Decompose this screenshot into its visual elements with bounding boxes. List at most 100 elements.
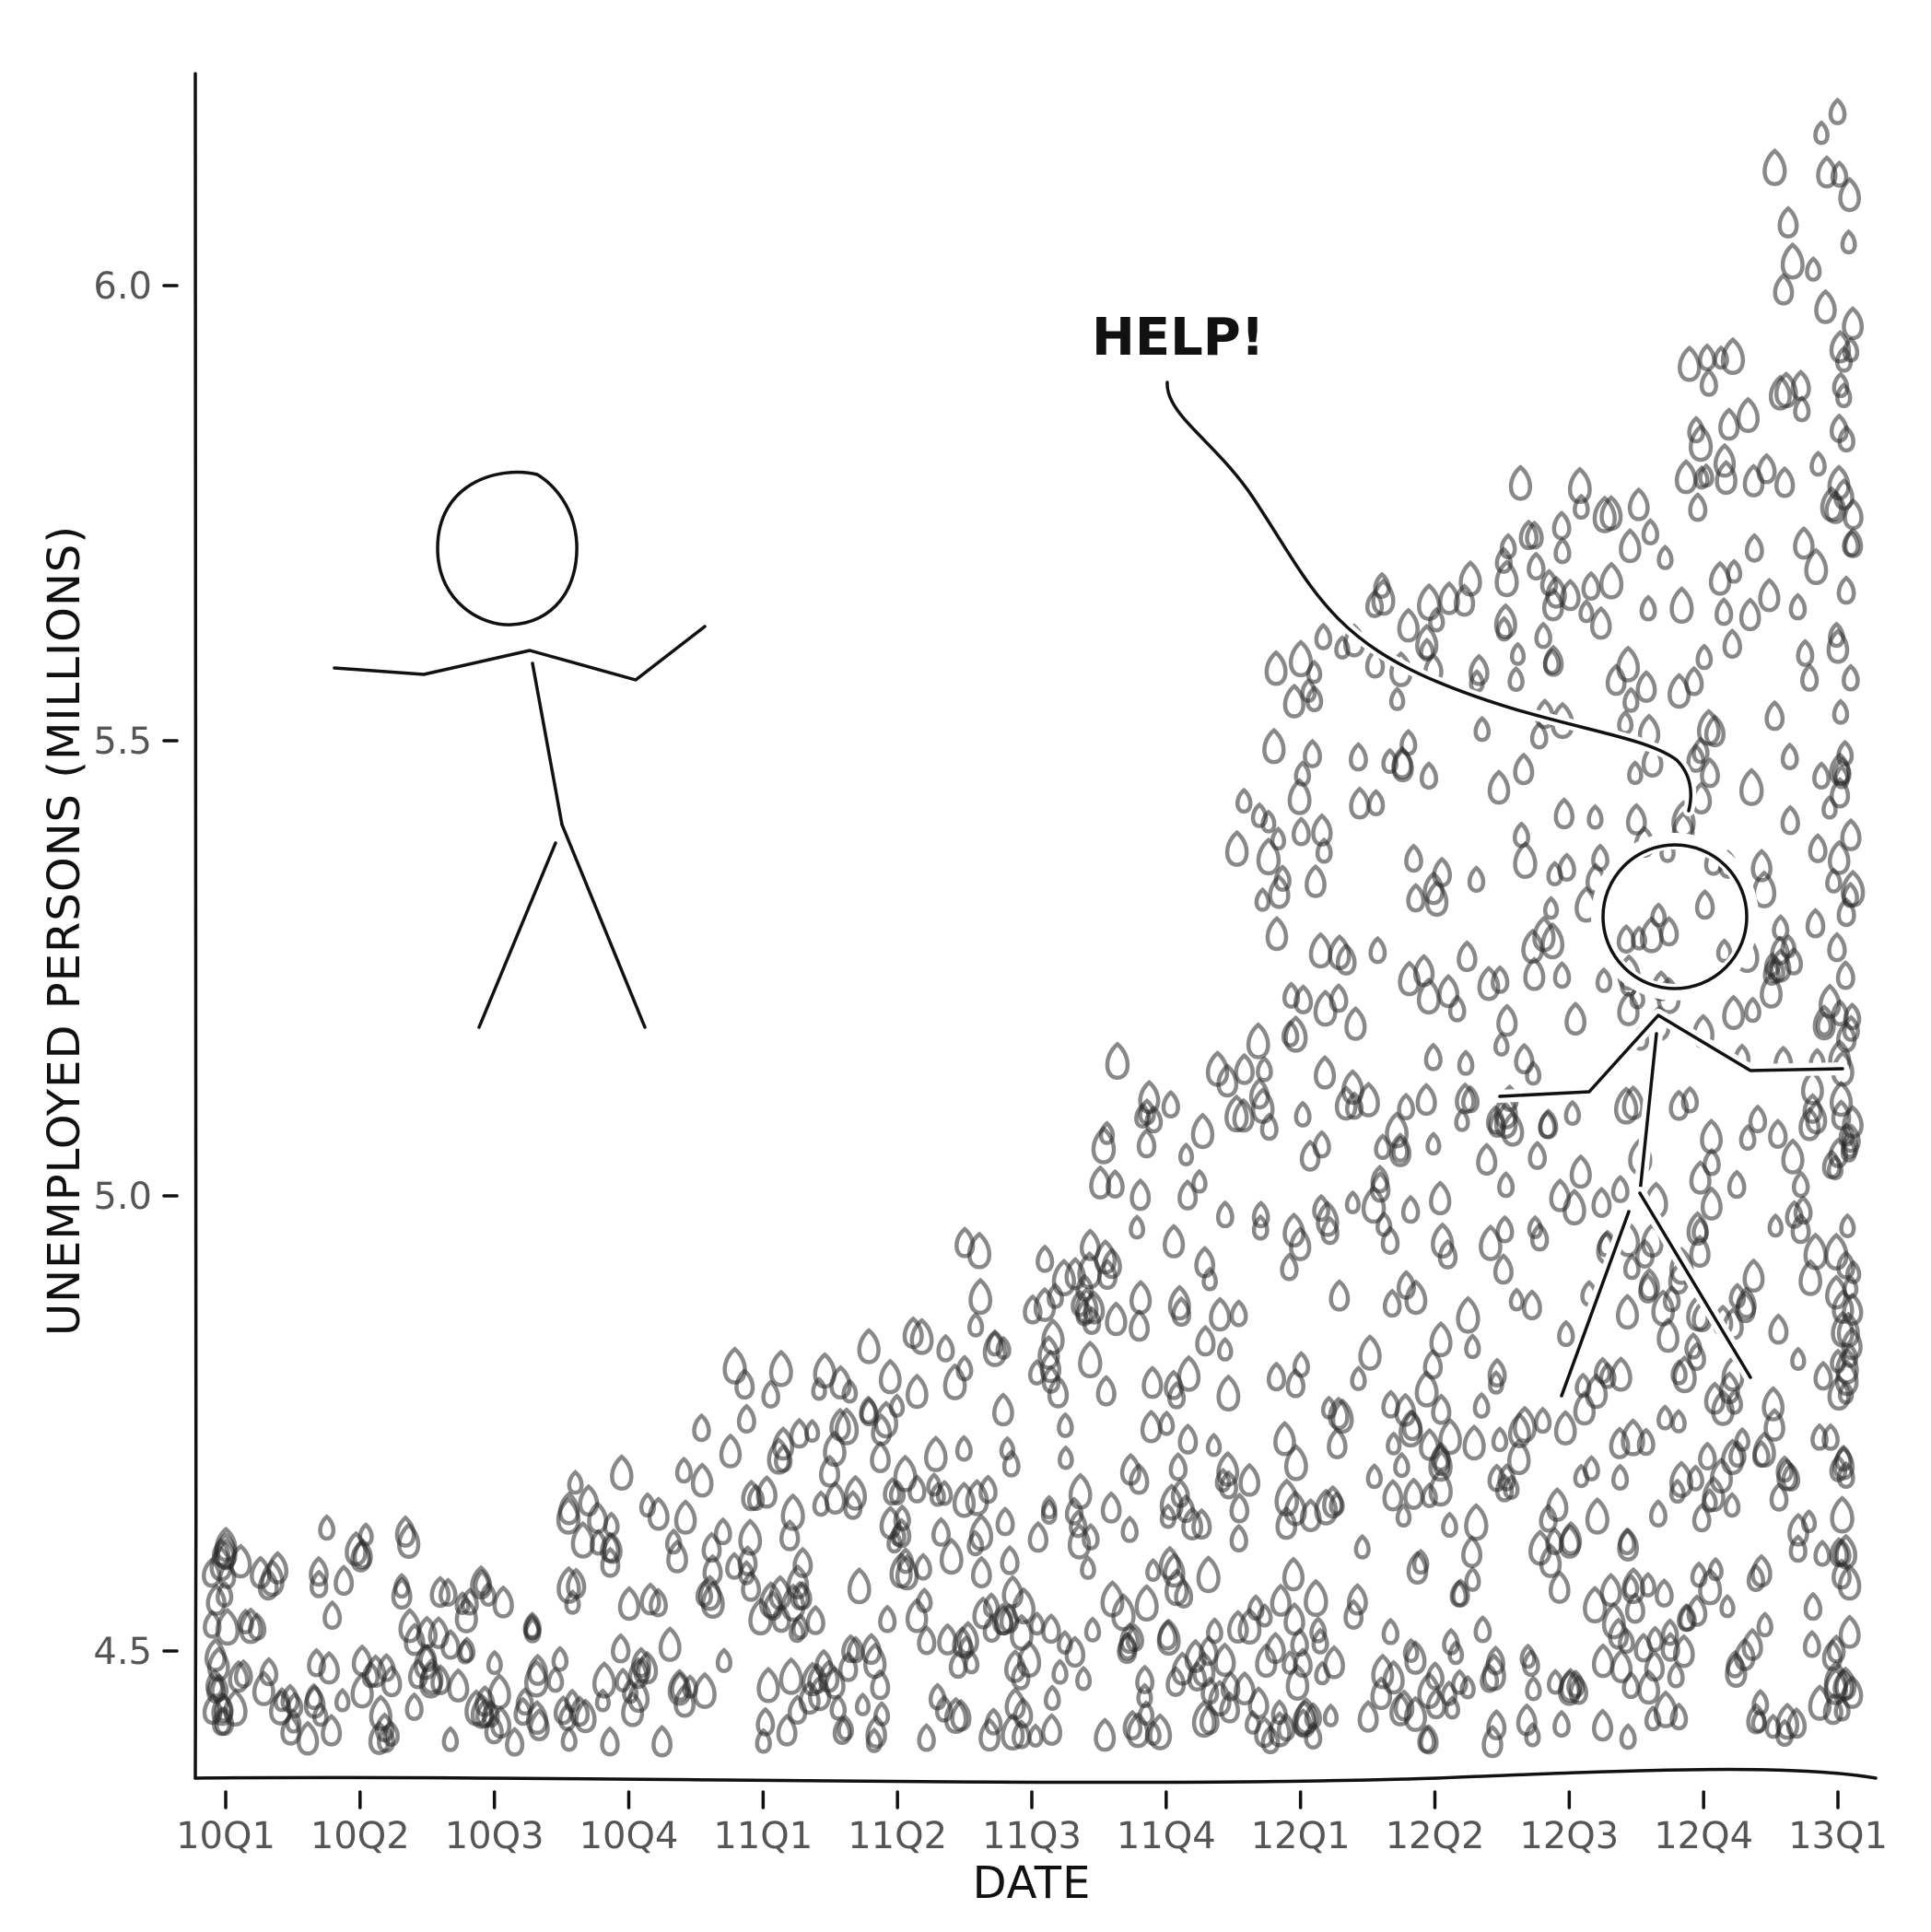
data-point (1646, 1625, 1664, 1653)
data-point (722, 1346, 747, 1385)
x-axis-label: DATE (973, 1857, 1092, 1909)
data-point (1117, 1632, 1138, 1665)
data-point (1591, 1186, 1612, 1218)
data-point (1328, 1279, 1351, 1312)
data-point (1780, 742, 1799, 770)
data-point (792, 1546, 813, 1578)
data-point (1691, 736, 1710, 765)
data-point (1129, 1214, 1146, 1240)
data-point (1438, 580, 1460, 615)
data-point (447, 1668, 470, 1703)
data-point (1293, 1647, 1313, 1679)
data-point (1842, 1292, 1864, 1326)
data-point (999, 1435, 1016, 1461)
data-point (1678, 345, 1702, 382)
data-point (1305, 863, 1327, 898)
data-point (1821, 1149, 1842, 1179)
data-point (926, 1471, 942, 1497)
data-point (250, 1555, 272, 1589)
data-point (1845, 1259, 1862, 1284)
data-point (1775, 1702, 1800, 1740)
data-point (1366, 789, 1386, 817)
data-point (1802, 1630, 1821, 1658)
data-point (1619, 528, 1642, 564)
data-point (1414, 1370, 1439, 1408)
data-point (1689, 1160, 1712, 1195)
data-point (878, 1604, 897, 1633)
data-point (1793, 525, 1815, 560)
data-point (297, 1720, 320, 1756)
data-point (1633, 1633, 1654, 1663)
data-point (627, 1679, 650, 1714)
data-point (1508, 1287, 1525, 1312)
data-point (1209, 1296, 1232, 1332)
data-point (1364, 589, 1385, 618)
data-point (1837, 1563, 1862, 1601)
data-point (1447, 1640, 1465, 1666)
data-point (1075, 1273, 1094, 1302)
data-point (1176, 1354, 1201, 1392)
data-point (216, 1580, 234, 1608)
data-point (1205, 1432, 1223, 1458)
data-point (1581, 570, 1601, 602)
data-point (1637, 1669, 1661, 1705)
data-point (909, 1317, 934, 1355)
data-point (1305, 685, 1324, 713)
data-point (1523, 956, 1546, 991)
data-point (1368, 935, 1387, 965)
x-tick-label: 12Q4 (1654, 1815, 1753, 1857)
data-point (1283, 1014, 1308, 1053)
data-point (1381, 1617, 1400, 1645)
data-point (1497, 1171, 1516, 1199)
data-point (1027, 1520, 1048, 1553)
data-point (1686, 743, 1706, 773)
y-axis-ticks: 4.5 5.0 5.5 6.0 (93, 265, 179, 1673)
data-point (1464, 1503, 1489, 1541)
data-point (266, 1551, 289, 1585)
data-point (1595, 966, 1613, 993)
data-point (285, 1708, 302, 1734)
data-point (1713, 442, 1737, 478)
data-point (939, 1537, 964, 1575)
data-point (1416, 977, 1441, 1015)
data-point (1525, 520, 1544, 550)
data-point (1382, 1479, 1404, 1512)
x-tick-label: 10Q2 (310, 1815, 410, 1857)
data-point (1821, 1423, 1840, 1451)
data-point (1283, 1444, 1308, 1481)
data-point (1268, 874, 1291, 909)
data-point (377, 1653, 396, 1682)
data-point (239, 1607, 263, 1645)
data-point (1609, 1426, 1631, 1459)
data-point (1751, 1688, 1770, 1716)
data-point (1776, 1458, 1798, 1492)
data-point (1720, 1438, 1745, 1476)
data-point (1518, 519, 1539, 551)
data-point (1767, 1212, 1784, 1238)
data-point (1079, 1228, 1101, 1261)
data-point (1328, 1396, 1350, 1431)
data-point (1719, 1593, 1736, 1619)
data-point (1522, 1289, 1542, 1321)
data-point (773, 1444, 793, 1473)
data-point (1708, 560, 1732, 596)
data-point (1764, 699, 1785, 732)
data-point (824, 1666, 846, 1700)
data-point (1539, 1504, 1558, 1533)
data-point (870, 1440, 891, 1474)
data-point (1270, 826, 1287, 851)
data-point (1488, 1369, 1504, 1395)
data-point (1836, 1021, 1857, 1053)
data-point (1513, 840, 1538, 880)
data-point (1184, 1638, 1207, 1674)
data-point (1491, 1426, 1509, 1453)
data-point (1395, 1503, 1412, 1528)
data-point (311, 1702, 329, 1727)
data-point (893, 1504, 911, 1532)
data-point (1196, 1555, 1221, 1594)
data-point (1497, 1463, 1516, 1492)
data-point (1226, 1610, 1249, 1645)
data-point (1812, 761, 1832, 790)
data-point (966, 1529, 985, 1557)
data-point (1627, 760, 1644, 786)
